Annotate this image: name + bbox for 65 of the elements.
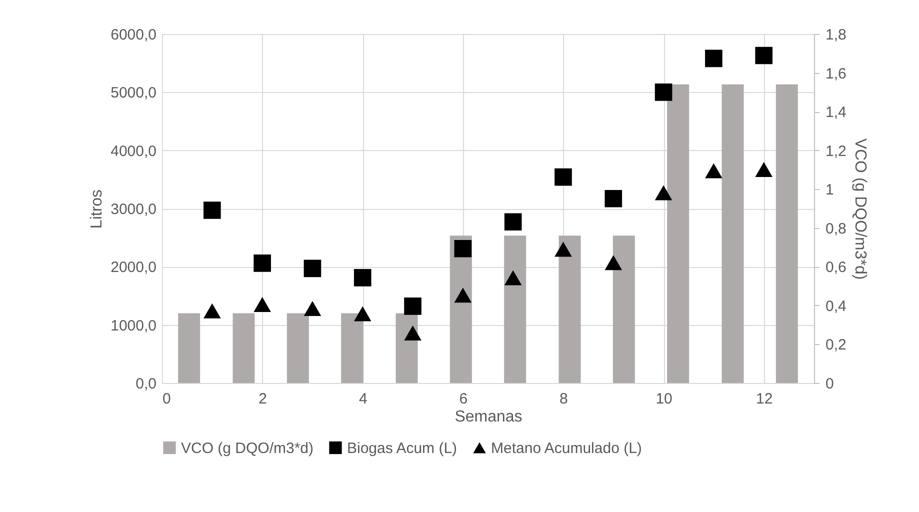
point (254, 254, 271, 272)
bar (722, 84, 744, 383)
point (755, 162, 773, 178)
bar (776, 84, 798, 383)
x-tick-label: 6 (459, 390, 468, 408)
x-axis-title: Semanas (454, 408, 522, 426)
y-tick-label: 4000,0 (110, 142, 156, 160)
x-tick-label: 0 (162, 390, 171, 408)
bar (341, 313, 364, 383)
point (705, 163, 722, 178)
y2-axis-title: VCO (g DQO/m3*d) (851, 138, 868, 280)
x-tick-label: 12 (756, 390, 773, 408)
y-tick-label: 1000,0 (110, 317, 156, 334)
y2-tick-label: 1 (826, 182, 834, 199)
y2-tick-label: 1,8 (826, 26, 846, 44)
bar (396, 313, 418, 383)
point (654, 185, 672, 200)
y-tick-label: 2000,0 (110, 259, 156, 276)
point (604, 190, 622, 208)
point (454, 288, 472, 303)
point (304, 301, 322, 316)
y-axis-title: Litros (88, 189, 106, 229)
point (504, 213, 522, 231)
y2-tick-label: 0,6 (826, 259, 846, 276)
x-tick-label: 10 (656, 390, 672, 408)
y-tick-label: 0,0 (136, 376, 156, 392)
y2-tick-label: 0 (826, 376, 834, 392)
legend-label: Metano Acumulado (L) (491, 440, 642, 457)
bar (178, 313, 200, 383)
point (404, 325, 422, 340)
y2-tick-label: 0,4 (826, 298, 846, 315)
bar (504, 236, 526, 383)
y2-tick-label: 1,4 (826, 104, 846, 122)
point (705, 50, 722, 68)
point (254, 296, 271, 312)
bar (612, 236, 635, 383)
point (203, 202, 221, 219)
y2-tick-label: 0,8 (826, 220, 846, 238)
point (755, 46, 773, 64)
point (554, 242, 572, 257)
y2-tick-label: 0,2 (826, 336, 846, 354)
y2-tick-label: 1,2 (826, 142, 846, 160)
point (554, 168, 572, 186)
point (354, 306, 372, 322)
point (454, 240, 472, 258)
bar (558, 236, 581, 383)
y2-tick-label: 1,6 (826, 65, 846, 82)
y-tick-label: 6000,0 (110, 26, 156, 44)
bar (232, 313, 255, 383)
point (404, 298, 422, 315)
x-tick-label: 4 (358, 390, 368, 408)
bar (667, 84, 690, 383)
point (203, 303, 221, 318)
legend-label: VCO (g DQO/m3*d) (181, 440, 314, 457)
point (654, 84, 672, 101)
bar (286, 313, 309, 383)
x-tick-label: 2 (258, 390, 267, 408)
y-tick-label: 5000,0 (110, 84, 156, 102)
point (304, 260, 322, 278)
y-tick-label: 3000,0 (110, 201, 156, 218)
legend-label: Biogas Acum (L) (347, 440, 458, 457)
point (604, 255, 622, 270)
x-tick-label: 8 (560, 390, 568, 408)
point (504, 270, 522, 286)
point (354, 269, 372, 286)
